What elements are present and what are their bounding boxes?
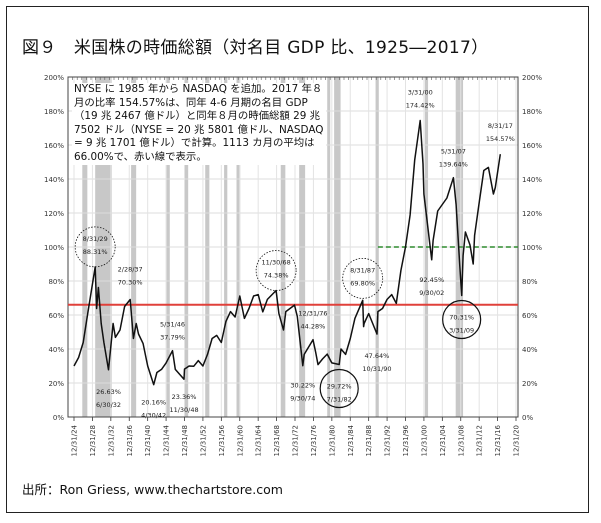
x-tick-label: 12/31/20 [513,425,521,456]
annotation-label: 12/31/76 [298,310,327,318]
x-tick-label: 12/31/68 [273,425,281,456]
x-tick-label: 12/31/36 [126,424,134,456]
y-tick-label-left: 40% [48,346,64,354]
y-tick-label-right: 100% [522,244,542,252]
y-tick-label-right: 0% [522,414,533,422]
y-tick-label-right: 80% [522,278,538,286]
x-tick-label: 12/31/04 [439,424,447,456]
annotation-label: 92.45% [419,276,444,284]
x-tick-label: 12/31/44 [163,424,171,456]
annotation-label: 3/31/09 [449,326,474,334]
y-tick-label-right: 60% [522,312,538,320]
annotation-label: 23.36% [172,393,197,401]
annotation-label: 70.31% [449,313,474,321]
y-tick-label-left: 200% [44,74,64,82]
x-tick-label: 12/31/80 [328,425,336,456]
y-tick-label-left: 180% [44,108,64,116]
annotation-label: 37.79% [160,334,185,342]
annotation-label: 10/31/90 [362,365,391,373]
annotation-label: 9/30/74 [290,395,315,403]
x-tick-label: 12/31/72 [292,425,300,456]
figure-frame [6,6,589,513]
source-caption: 出所：Ron Griess, www.thechartstore.com [22,482,283,497]
annotation-label: 11/30/68 [262,259,291,267]
y-tick-label-right: 120% [522,210,542,218]
x-tick-label: 12/31/64 [255,424,263,456]
annotation-label: 139.64% [439,161,468,169]
annotation-label: 29.72% [327,383,352,391]
annotation-label: 26.63% [96,388,121,396]
x-tick-label: 12/31/76 [310,424,318,456]
annotation-label: 88.31% [83,248,108,256]
y-tick-label-left: 160% [44,142,64,150]
series-line [73,119,502,386]
x-tick-label: 12/31/84 [347,424,355,456]
x-tick-label: 12/31/16 [494,424,502,456]
annotation-label: 6/30/32 [96,401,121,409]
x-tick-label: 12/31/28 [89,425,97,456]
annotation-label: 4/30/42 [141,412,166,420]
annotation-label: 154.57% [486,135,515,143]
annotation-label: 30.22% [290,382,315,390]
y-tick-label-right: 20% [522,380,538,388]
annotation-label: 44.28% [301,323,326,331]
x-tick-label: 12/31/00 [420,425,428,456]
annotation-label: 74.38% [264,272,289,280]
x-tick-label: 12/31/40 [144,425,152,456]
y-tick-label-right: 160% [522,142,542,150]
annotation-circle [74,226,116,268]
annotation-label: 8/31/17 [488,122,513,130]
chart-title: 図９ 米国株の時価総額（対名目 GDP 比、1925―2017） [22,38,489,58]
y-tick-label-left: 0% [53,414,64,422]
annotation-label: 8/31/29 [83,235,108,243]
x-tick-label: 12/31/92 [384,425,392,456]
x-tick-label: 12/31/12 [476,425,484,456]
x-tick-label: 12/31/24 [71,424,79,456]
annotation-label: 70.30% [118,278,143,286]
x-tick-label: 12/31/08 [457,425,465,456]
y-tick-label-right: 40% [522,346,538,354]
annotation-label: 7/31/82 [327,396,352,404]
annotation-label: 174.42% [406,102,435,110]
annotation-label: 5/31/46 [160,321,185,329]
annotation-label: 3/31/00 [408,89,433,97]
y-tick-label-left: 140% [44,176,64,184]
annotation-label: 69.80% [350,279,375,287]
y-tick-label-right: 180% [522,108,542,116]
y-tick-label-left: 60% [48,312,64,320]
y-tick-label-left: 100% [44,244,64,252]
annotation-label: 9/30/02 [419,289,444,297]
annotation-circle [342,257,384,299]
annotation-label: 5/31/07 [441,148,466,156]
x-tick-label: 12/31/48 [181,425,189,456]
annotation-circle [255,250,297,291]
x-tick-label: 12/31/56 [218,424,226,456]
x-tick-label: 12/31/52 [199,425,207,456]
x-tick-label: 12/31/88 [365,425,373,456]
annotation-label: 2/28/37 [118,265,143,273]
y-tick-label-right: 200% [522,74,542,82]
annotation-circle [442,299,482,340]
y-tick-label-left: 20% [48,380,64,388]
x-tick-label: 12/31/32 [107,425,115,456]
annotation-circle [319,368,359,409]
y-tick-label-right: 140% [522,176,542,184]
y-tick-label-left: 80% [48,278,64,286]
x-tick-label: 12/31/96 [402,424,410,456]
annotation-label: 8/31/87 [350,266,375,274]
y-tick-label-left: 120% [44,210,64,218]
x-tick-label: 12/31/60 [236,425,244,456]
annotation-label: 20.16% [141,399,166,407]
chart-note: NYSE に 1985 年から NASDAQ を追加。2017 年８月の比率 1… [72,83,326,165]
annotation-label: 47.64% [365,352,390,360]
annotation-label: 11/30/48 [169,406,198,414]
